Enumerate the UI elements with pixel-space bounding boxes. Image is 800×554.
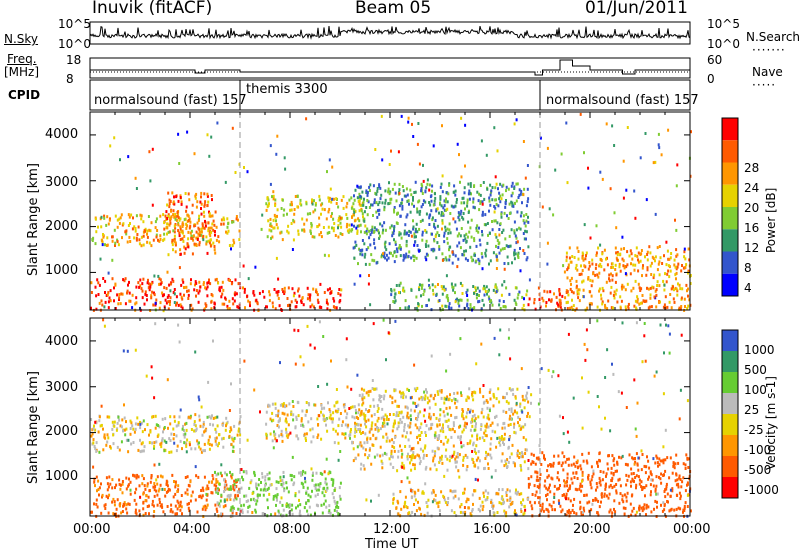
velocity-ylabel: Slant Range [km] xyxy=(26,371,41,484)
velocity-colorbar-frame xyxy=(721,329,739,499)
velocity-cbar-tick-neg500: -500 xyxy=(744,463,772,477)
xtick-4: 16:00 xyxy=(473,522,511,537)
power-colorbar-step-7 xyxy=(722,273,738,296)
power-echo-region-4 xyxy=(265,194,367,239)
velocity-ytick-4000: 4000 xyxy=(45,334,79,349)
power-ytick-3000: 3000 xyxy=(45,175,79,190)
nsearch-tick-low: 10^0 xyxy=(707,37,740,51)
velocity-colorbar-step-7 xyxy=(722,477,738,498)
xtick-5: 20:00 xyxy=(573,522,611,537)
power-echo-region-5 xyxy=(352,180,530,266)
velocity-cbar-tick-500: 500 xyxy=(744,363,767,377)
velocity-colorbar-step-0 xyxy=(722,330,738,351)
cpid-panel xyxy=(89,79,691,111)
power-colorbar-frame xyxy=(721,117,739,297)
power-cbar-label: Power [dB] xyxy=(764,187,778,253)
velocity-echo-region-4 xyxy=(352,387,530,473)
xtick-1: 04:00 xyxy=(173,522,211,537)
station-title: Inuvik (fitACF) xyxy=(92,0,213,18)
velocity-colorbar-step-6 xyxy=(722,456,738,477)
xtick-2: 08:00 xyxy=(273,522,311,537)
nave-dots: ····· xyxy=(752,78,777,92)
nsky-label: N.Sky xyxy=(4,32,39,46)
power-colorbar-step-4 xyxy=(722,207,738,230)
velocity-cbar-tick-100: 100 xyxy=(744,383,767,397)
date-title: 01/Jun/2011 xyxy=(585,0,688,18)
nave-tick-high: 60 xyxy=(707,53,723,67)
xtick-6: 00:00 xyxy=(673,522,711,537)
nsearch-label: N.Search xyxy=(746,30,800,44)
power-cbar-tick-24: 24 xyxy=(744,181,760,195)
velocity-cbar-tick-25: 25 xyxy=(744,403,760,417)
velocity-cbar-tick-neg25: -25 xyxy=(744,423,764,437)
velocity-echo-region-6 xyxy=(527,451,692,518)
nsky-panel xyxy=(89,21,691,45)
power-ytick-4000: 4000 xyxy=(45,127,79,142)
velocity-ytick-2000: 2000 xyxy=(45,424,79,439)
nsky-tick-low: 10^0 xyxy=(58,37,91,51)
power-ylabel: Slant Range [km] xyxy=(26,163,41,276)
power-cbar-tick-4: 4 xyxy=(744,281,752,295)
velocity-colorbar-step-1 xyxy=(722,351,738,372)
velocity-colorbar-step-4 xyxy=(722,414,738,435)
velocity-cbar-label: Velocity [m s-1] xyxy=(764,376,778,470)
nsky-tick-high: 10^5 xyxy=(58,17,91,31)
nave-tick-low: 0 xyxy=(707,72,715,86)
velocity-cbar-tick-1000: 1000 xyxy=(744,343,775,357)
nave-label: Nave xyxy=(752,65,783,79)
cpid-segment-2: themis 3300 xyxy=(246,82,328,97)
cpid-label: CPID xyxy=(8,88,41,102)
freq-unit: [MHz] xyxy=(4,65,40,79)
freq-tick-high: 18 xyxy=(66,53,82,67)
velocity-cbar-tick-neg1000: -1000 xyxy=(744,483,779,497)
nsky-trace xyxy=(89,25,691,40)
power-colorbar-step-3 xyxy=(722,184,738,207)
xlabel: Time UT xyxy=(365,537,419,552)
velocity-echo-region-2 xyxy=(215,469,342,518)
velocity-colorbar-step-5 xyxy=(722,435,738,456)
velocity-echo-region-1 xyxy=(90,414,242,454)
freq-label: Freq. xyxy=(7,52,37,66)
velocity-echo-region-0 xyxy=(90,473,241,518)
power-cbar-tick-28: 28 xyxy=(744,161,760,175)
power-cbar-tick-8: 8 xyxy=(744,261,752,275)
xtick-0: 00:00 xyxy=(73,522,111,537)
power-colorbar-step-6 xyxy=(722,251,738,274)
cpid-segment-3: normalsound (fast) 157 xyxy=(546,93,699,108)
freq-tick-low: 8 xyxy=(66,72,74,86)
power-ytick-1000: 1000 xyxy=(45,263,79,278)
power-echo-region-0 xyxy=(90,277,242,312)
nsearch-tick-high: 10^5 xyxy=(707,17,740,31)
power-plot-bg xyxy=(90,112,690,310)
cpid-segment-1: normalsound (fast) 157 xyxy=(94,93,247,108)
beam-title: Beam 05 xyxy=(355,0,432,18)
power-cbar-tick-20: 20 xyxy=(744,201,760,215)
freq-panel xyxy=(89,57,691,79)
velocity-cbar-tick-neg100: -100 xyxy=(744,443,772,457)
power-cbar-tick-16: 16 xyxy=(744,221,760,235)
power-colorbar-step-1 xyxy=(722,140,738,163)
velocity-ytick-3000: 3000 xyxy=(45,380,79,395)
velocity-sparse-echoes xyxy=(92,318,691,518)
power-ytick-2000: 2000 xyxy=(45,219,79,234)
power-colorbar-step-0 xyxy=(722,118,738,141)
power-echo-region-8 xyxy=(565,245,692,312)
power-sparse-echoes xyxy=(99,112,692,313)
velocity-colorbar-step-3 xyxy=(722,393,738,414)
power-colorbar-step-5 xyxy=(722,229,738,252)
power-cbar-tick-12: 12 xyxy=(744,241,760,255)
freq-trace xyxy=(90,59,690,76)
velocity-colorbar-step-2 xyxy=(722,372,738,393)
nsearch-dots: ······· xyxy=(752,43,786,57)
velocity-ytick-1000: 1000 xyxy=(45,469,79,484)
power-echo-region-2 xyxy=(165,191,217,257)
xtick-3: 12:00 xyxy=(373,522,411,537)
power-colorbar-step-2 xyxy=(722,162,738,185)
